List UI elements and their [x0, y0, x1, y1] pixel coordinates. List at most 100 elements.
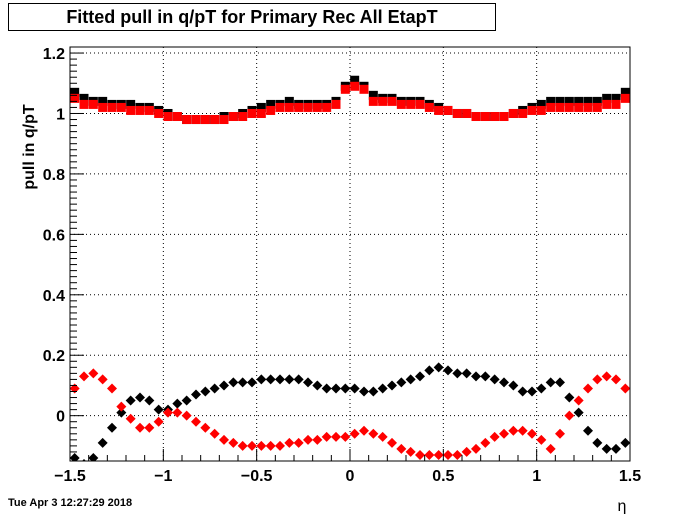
data-point-diamond: [237, 440, 248, 451]
x-tick-label: 0.5: [432, 468, 454, 485]
data-point-diamond: [172, 398, 183, 409]
data-point-square: [135, 105, 145, 115]
data-point-diamond: [471, 443, 481, 454]
data-point-diamond: [69, 383, 80, 394]
data-point-diamond: [163, 407, 173, 418]
data-point-square: [508, 108, 518, 118]
data-point-square: [406, 99, 416, 109]
data-point-square: [611, 99, 621, 109]
y-tick-label: 1: [56, 106, 65, 123]
data-point-diamond: [88, 452, 99, 461]
data-point-diamond: [107, 422, 117, 433]
data-point-square: [70, 87, 80, 97]
data-point-square: [536, 99, 546, 109]
data-point-diamond: [517, 425, 528, 436]
data-point-diamond: [536, 383, 547, 394]
data-point-diamond: [387, 380, 397, 391]
data-point-square: [462, 108, 472, 118]
data-point-diamond: [275, 374, 285, 385]
data-point-square: [452, 108, 462, 118]
data-point-square: [350, 75, 360, 85]
data-point-diamond: [172, 407, 183, 418]
data-point-diamond: [293, 374, 304, 385]
data-point-diamond: [564, 410, 575, 421]
data-point-square: [546, 96, 556, 106]
data-point-diamond: [555, 377, 565, 388]
data-point-diamond: [573, 395, 584, 406]
data-point-square: [340, 84, 350, 94]
data-point-square: [107, 102, 117, 112]
data-point-diamond: [88, 368, 99, 379]
data-point-square: [219, 115, 229, 125]
data-point-square: [602, 93, 612, 103]
data-point-diamond: [359, 386, 369, 397]
data-point-square: [154, 108, 164, 118]
data-point-diamond: [601, 371, 612, 382]
data-point-square: [518, 108, 528, 118]
data-point-diamond: [247, 377, 257, 388]
data-point-diamond: [331, 383, 341, 394]
data-point-square: [256, 108, 266, 118]
data-point-square: [555, 96, 565, 106]
data-point-square: [350, 81, 360, 91]
data-point-square: [611, 93, 621, 103]
data-point-square: [256, 102, 266, 112]
data-point-diamond: [424, 365, 435, 376]
data-point-square: [546, 102, 556, 112]
data-point-square: [172, 112, 182, 122]
data-point-diamond: [284, 374, 295, 385]
x-axis-label: η: [618, 498, 627, 514]
data-point-diamond: [592, 374, 603, 385]
data-point-square: [331, 99, 341, 109]
data-point-diamond: [415, 371, 425, 382]
y-tick-label: 0.8: [43, 167, 65, 184]
data-point-diamond: [573, 407, 584, 418]
data-point-diamond: [135, 422, 145, 433]
data-point-diamond: [499, 377, 509, 388]
chart-title-box: Fitted pull in q/pT for Primary Rec All …: [8, 3, 496, 31]
chart-title: Fitted pull in q/pT for Primary Rec All …: [66, 6, 438, 27]
data-point-diamond: [265, 374, 276, 385]
data-point-diamond: [153, 404, 164, 415]
data-point-square: [116, 102, 126, 112]
data-point-diamond: [508, 380, 519, 391]
data-point-diamond: [443, 365, 453, 376]
data-point-square: [284, 96, 294, 106]
data-point-square: [555, 102, 565, 112]
data-point-diamond: [97, 437, 108, 448]
data-point-diamond: [461, 368, 472, 379]
data-point-diamond: [200, 386, 211, 397]
data-point-square: [424, 102, 434, 112]
data-point-diamond: [452, 368, 463, 379]
data-point-diamond: [387, 437, 397, 448]
data-point-square: [564, 102, 574, 112]
data-point-diamond: [181, 410, 192, 421]
data-point-diamond: [489, 374, 500, 385]
data-point-square: [70, 93, 80, 103]
timestamp: Tue Apr 3 12:27:29 2018: [8, 497, 133, 509]
y-tick-label: 0: [56, 409, 65, 426]
x-tick-label: −0.5: [241, 468, 273, 485]
data-point-square: [247, 108, 257, 118]
data-point-square: [200, 115, 210, 125]
data-point-square: [527, 105, 537, 115]
data-point-diamond: [461, 446, 472, 457]
data-point-square: [434, 105, 444, 115]
data-point-square: [126, 105, 136, 115]
data-point-square: [126, 99, 136, 109]
data-point-diamond: [293, 437, 304, 448]
data-point-diamond: [480, 371, 491, 382]
data-point-diamond: [331, 431, 341, 442]
y-tick-label: 1.2: [43, 46, 65, 63]
data-point-square: [238, 112, 248, 122]
data-point-square: [574, 102, 584, 112]
data-point-square: [602, 99, 612, 109]
data-point-square: [98, 96, 108, 106]
data-point-square: [574, 96, 584, 106]
data-point-diamond: [209, 428, 220, 439]
data-point-diamond: [508, 425, 519, 436]
data-point-diamond: [256, 374, 267, 385]
data-point-diamond: [116, 407, 127, 418]
data-point-diamond: [377, 431, 388, 442]
